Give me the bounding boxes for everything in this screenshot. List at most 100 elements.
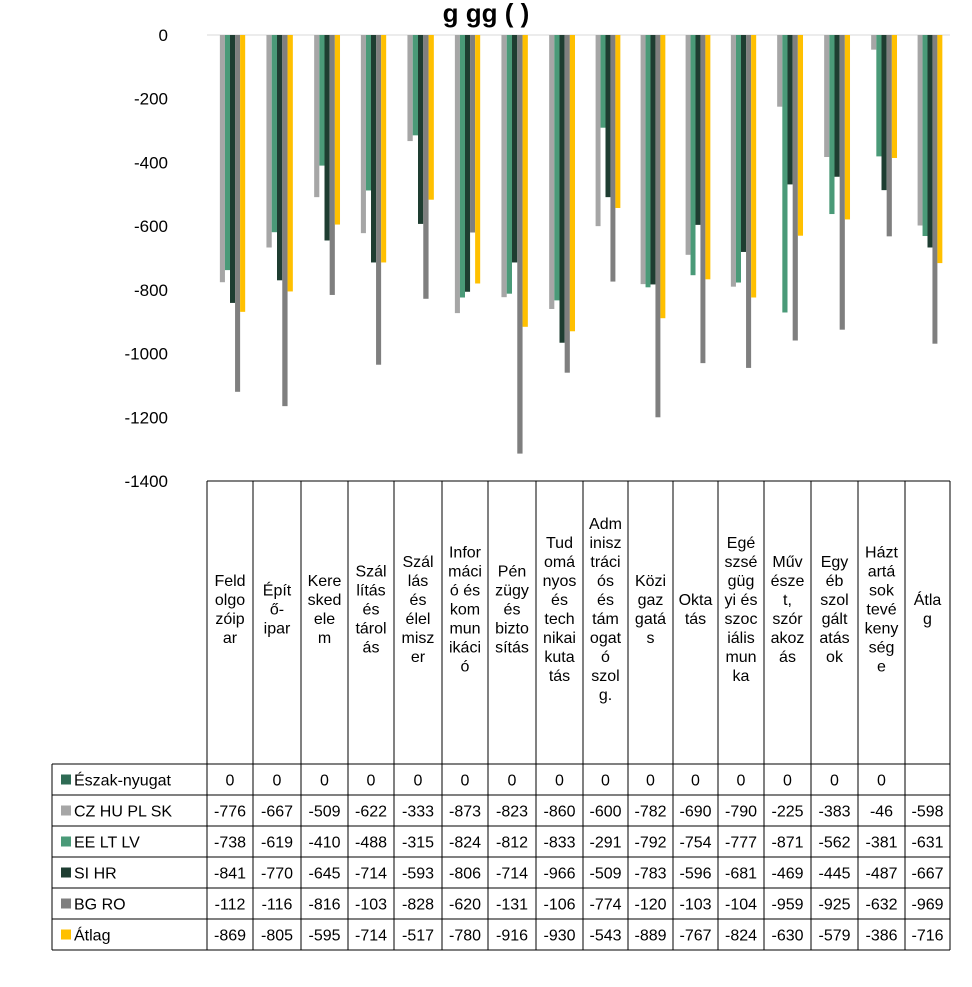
data-cell: -645 — [308, 866, 340, 883]
bar — [605, 35, 611, 198]
data-cell: -509 — [308, 804, 340, 821]
data-cell: -291 — [589, 835, 621, 852]
category-label: s — [647, 630, 655, 647]
category-label: Egy — [821, 554, 849, 571]
category-label: és — [597, 592, 614, 609]
category-label: tráci — [590, 554, 620, 571]
bar — [751, 35, 757, 298]
category-label: sok — [869, 583, 895, 600]
chart-title-group: g gg ( ) — [443, 0, 530, 28]
category-label: ós — [597, 573, 614, 590]
data-table: Feld olgo zóip ar Épít ő-ipar Kere sked ele m Szál… — [51, 480, 951, 951]
data-cell: -966 — [543, 866, 575, 883]
data-cell: -776 — [214, 804, 246, 821]
bar — [829, 35, 835, 215]
data-cell: -714 — [355, 928, 387, 945]
category-label: éb — [826, 573, 844, 590]
data-cell: -517 — [402, 928, 434, 945]
bar — [365, 35, 371, 191]
bars — [219, 35, 943, 454]
category-label: Okta — [679, 592, 713, 609]
bar — [746, 35, 752, 368]
data-cell: -667 — [911, 866, 943, 883]
category-label: keny — [865, 621, 899, 638]
y-tick-label: -800 — [134, 281, 168, 300]
bar — [454, 35, 460, 314]
bar — [475, 35, 481, 284]
data-cell: -112 — [215, 897, 246, 914]
data-cell: -716 — [911, 928, 943, 945]
legend-swatch — [61, 867, 71, 878]
category-label: ő- — [270, 602, 284, 619]
category-label: nikai — [543, 630, 576, 647]
legend-swatch — [61, 805, 71, 816]
bar — [834, 35, 840, 177]
data-cell: -120 — [634, 897, 666, 914]
category-label: szoc — [725, 611, 758, 628]
bar — [937, 35, 943, 264]
data-cell: 0 — [691, 773, 700, 790]
y-tick-label: -400 — [134, 153, 168, 172]
category-label: mun — [449, 621, 480, 638]
data-cell: 0 — [367, 773, 376, 790]
data-cell: 0 — [601, 773, 610, 790]
bar — [705, 35, 711, 280]
data-cell: -596 — [679, 866, 711, 883]
legend-label: SI HR — [74, 866, 117, 883]
category-label: tech — [544, 611, 574, 628]
legend-swatch — [61, 774, 71, 785]
bar — [787, 35, 793, 185]
data-cell: -600 — [589, 804, 621, 821]
category-label: kom — [450, 602, 480, 619]
data-cell: -833 — [543, 835, 575, 852]
category-label: Adm — [589, 516, 622, 533]
data-cell: 0 — [737, 773, 746, 790]
bar — [371, 35, 377, 263]
category-label: Egé — [727, 535, 756, 552]
y-tick-label: -1000 — [125, 345, 168, 364]
bar — [407, 35, 413, 142]
category-label: Kere — [308, 573, 342, 590]
data-cell: -790 — [725, 804, 757, 821]
bar — [844, 35, 851, 220]
category-label: ség — [869, 640, 895, 657]
bar — [549, 35, 555, 309]
category-label: ipar — [264, 621, 291, 638]
bar — [506, 35, 512, 294]
category-label: yi és — [725, 592, 758, 609]
category-label: Műv — [772, 554, 802, 571]
chart-title: g gg ( ) — [443, 0, 530, 28]
data-cell: 0 — [414, 773, 423, 790]
bar — [277, 35, 283, 281]
category-label: Épít — [263, 581, 292, 600]
y-tick-label: -1200 — [125, 408, 168, 427]
category-label: észe — [771, 573, 805, 590]
data-cell: -738 — [214, 835, 246, 852]
bar — [792, 35, 798, 341]
bar — [271, 35, 277, 233]
category-label: zügy — [495, 583, 529, 600]
category-label: tás — [685, 611, 706, 628]
data-cell: -930 — [543, 928, 575, 945]
bar — [282, 35, 288, 407]
bar — [927, 35, 933, 248]
category-label: nyos — [543, 573, 577, 590]
category-label: er — [411, 649, 426, 666]
data-cell: -824 — [725, 928, 757, 945]
data-cell: -841 — [214, 866, 246, 883]
bar — [700, 35, 706, 364]
data-cell: -562 — [818, 835, 850, 852]
data-cell: 0 — [555, 773, 564, 790]
category-label: t, — [783, 592, 792, 609]
category-label: és — [551, 592, 568, 609]
category-label: sítás — [495, 640, 529, 657]
category-label: Átla — [914, 590, 942, 609]
bar — [876, 35, 882, 157]
y-tick-label: -1400 — [125, 472, 168, 491]
category-label: gaz — [638, 592, 664, 609]
category-label: bizto — [495, 621, 529, 638]
legend-swatch — [61, 929, 71, 940]
data-cell: -925 — [818, 897, 850, 914]
data-cell: -780 — [449, 928, 481, 945]
